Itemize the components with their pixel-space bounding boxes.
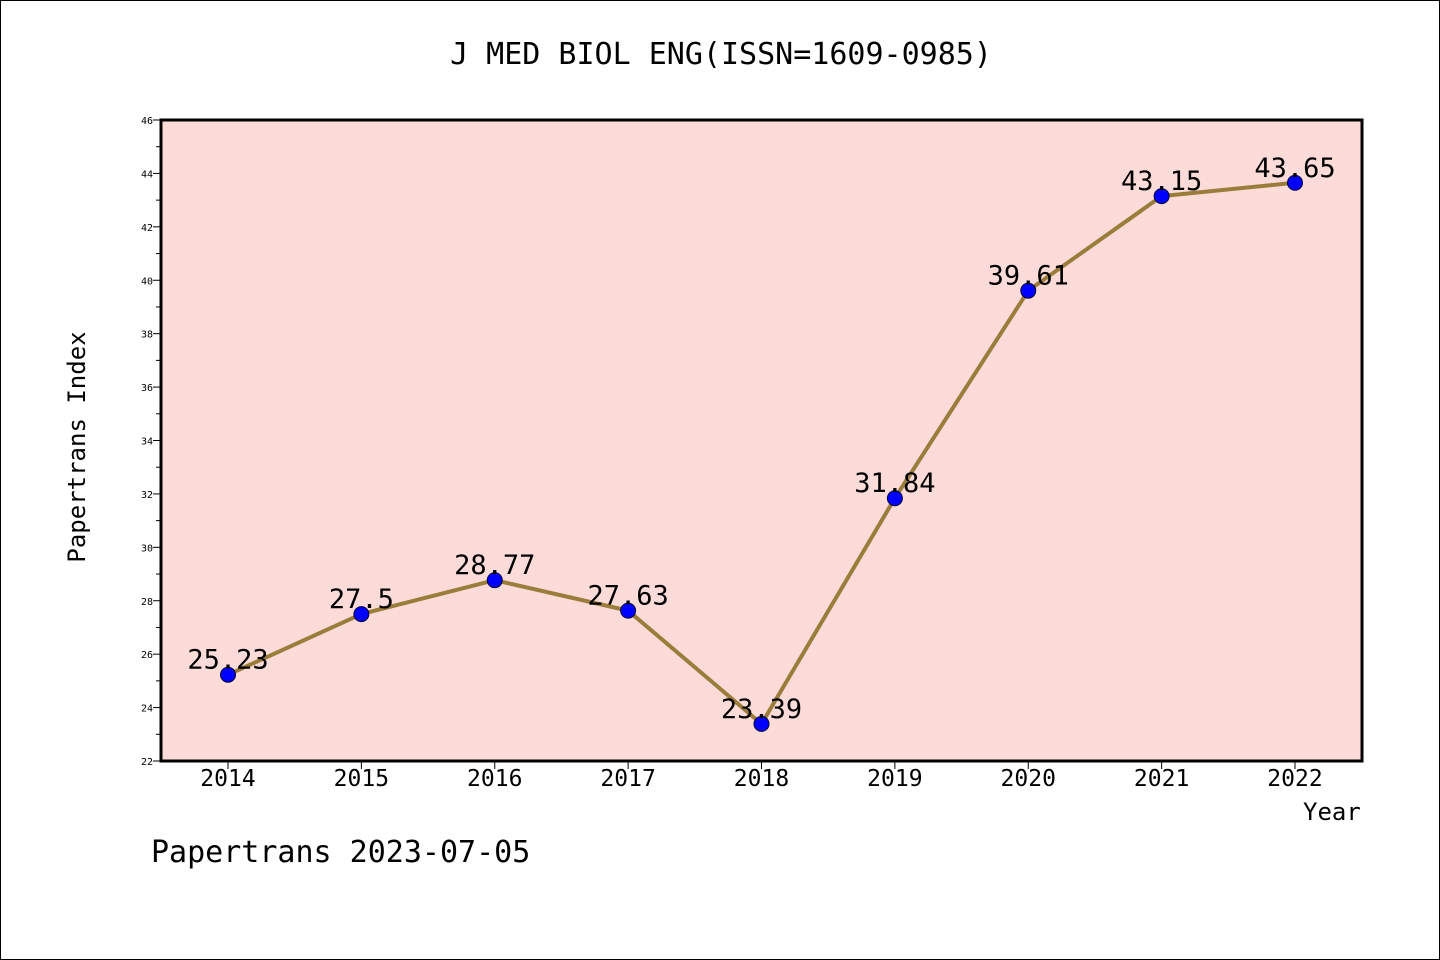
x-tick-label: 2022 — [1267, 766, 1322, 792]
x-tick-label: 2015 — [334, 766, 389, 792]
data-point — [1287, 174, 1303, 191]
y-tick-label: 22 — [141, 757, 153, 768]
x-tick-label: 2020 — [1001, 766, 1056, 792]
y-tick-label: 44 — [141, 169, 153, 180]
data-label: 43.65 — [1254, 153, 1335, 184]
y-tick-label: 30 — [141, 543, 153, 554]
y-tick-label: 40 — [141, 276, 153, 287]
data-label: 27.63 — [587, 581, 668, 612]
data-point — [620, 602, 637, 619]
data-label: 28.77 — [454, 550, 535, 581]
data-label: 25.23 — [187, 645, 268, 676]
data-label: 23.39 — [721, 694, 802, 725]
data-point — [220, 666, 236, 683]
data-point — [1020, 282, 1037, 299]
data-point — [753, 715, 770, 732]
y-tick-label: 46 — [141, 116, 153, 127]
y-tick-label: 42 — [141, 223, 153, 234]
x-axis-label: Year — [1303, 798, 1361, 826]
data-point — [486, 572, 503, 589]
data-label: 31.84 — [854, 468, 935, 499]
x-tick-label: 2018 — [734, 766, 789, 792]
x-axis: 2014 2015 2016 2017 2018 2019 2020 2021 2022 — [200, 761, 1323, 792]
x-tick-label: 2019 — [867, 766, 922, 792]
data-label: 43.15 — [1121, 166, 1202, 197]
y-tick-label: 24 — [141, 704, 153, 715]
x-tick-label: 2017 — [600, 766, 655, 792]
x-tick-label: 2021 — [1134, 766, 1189, 792]
data-point — [886, 490, 903, 507]
y-axis: 22 24 26 28 30 32 34 36 38 40 42 44 46 — [141, 116, 161, 768]
footer-watermark: Papertrans 2023-07-05 — [151, 835, 531, 870]
plot-frame — [159, 118, 1364, 763]
y-tick-label: 26 — [141, 650, 153, 661]
y-tick-label: 32 — [141, 490, 153, 501]
plot-area — [161, 120, 1362, 761]
x-tick-label: 2016 — [467, 766, 522, 792]
y-tick-label: 34 — [141, 437, 153, 448]
data-point — [353, 606, 370, 623]
y-tick-label: 36 — [141, 383, 153, 394]
data-label: 39.61 — [988, 261, 1069, 292]
chart-title: J MED BIOL ENG(ISSN=1609-0985) — [450, 37, 992, 72]
data-labels: 25.23 27.5 28.77 27.63 23.39 31.84 39.61 43.15 4… — [187, 153, 1335, 725]
y-tick-label: 28 — [141, 597, 153, 608]
y-tick-label: 38 — [141, 330, 153, 341]
data-label: 27.5 — [329, 584, 394, 615]
data-point — [1153, 188, 1170, 205]
series-markers — [220, 174, 1303, 732]
x-tick-label: 2014 — [200, 766, 255, 792]
